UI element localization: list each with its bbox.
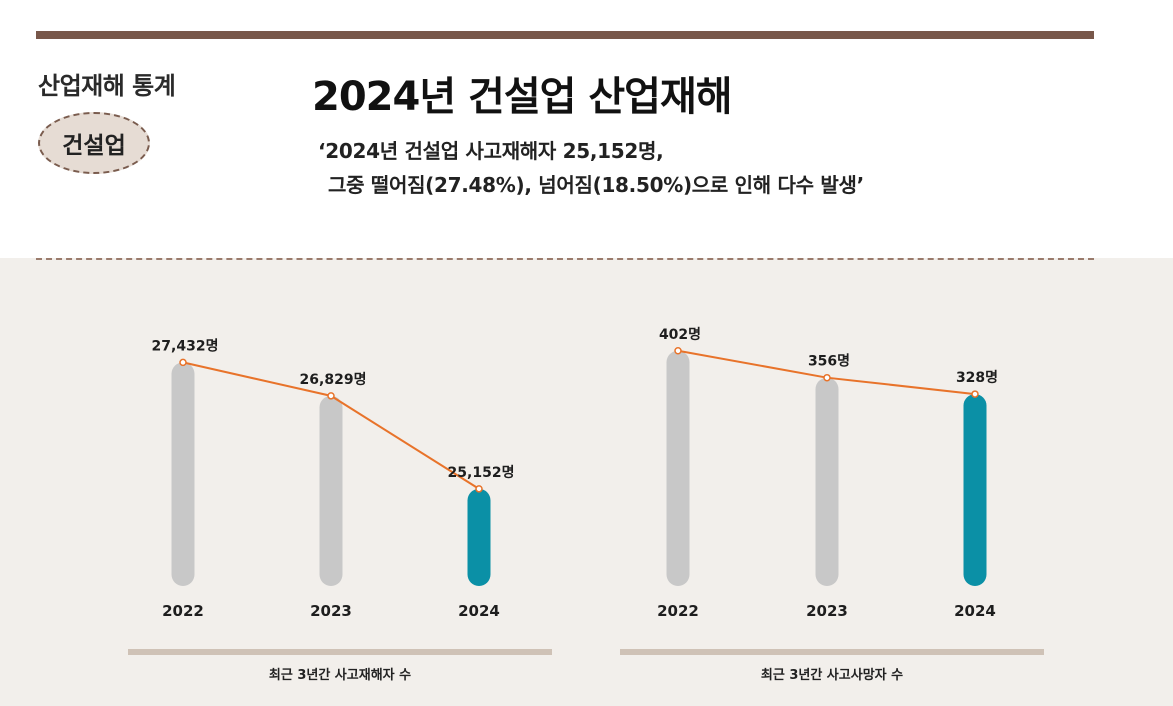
subtitle-line-2: 그중 떨어짐(27.48%), 넘어짐(18.50%)으로 인해 다수 발생’	[328, 173, 864, 197]
point-2023	[327, 392, 335, 400]
category-label-2022: 2022	[162, 602, 204, 620]
value-label-2023: 26,829명	[300, 371, 367, 388]
category-label-2023: 2023	[806, 602, 848, 620]
bar-2022	[171, 362, 195, 586]
page-title: 2024년 건설업 산업재해	[312, 74, 733, 120]
dashed-divider	[36, 258, 1094, 260]
top-rule	[36, 31, 1094, 39]
caption-bar-accident-victims	[128, 649, 552, 655]
value-label-2024: 328명	[956, 369, 998, 386]
section-label: 산업재해 통계	[38, 72, 176, 100]
point-2024	[971, 390, 979, 398]
category-label-2024: 2024	[954, 602, 996, 620]
point-2022	[674, 347, 682, 355]
bar-2024	[467, 488, 491, 586]
caption-accident-victims: 최근 3년간 사고재해자 수	[268, 668, 412, 683]
chart-accident-victims: 27,432명 2022 26,829명 2023 25,152명 2024	[152, 337, 515, 620]
point-2023	[823, 373, 831, 382]
value-label-2023: 356명	[808, 353, 850, 370]
category-label-2023: 2023	[310, 602, 352, 620]
caption-fatalities: 최근 3년간 사고사망자 수	[760, 668, 904, 683]
value-label-2022: 27,432명	[152, 337, 219, 354]
caption-bar-fatalities	[620, 649, 1044, 655]
bar-2022	[666, 350, 690, 586]
category-label-2022: 2022	[657, 602, 699, 620]
value-label-2024: 25,152명	[448, 464, 515, 481]
bar-2023	[319, 395, 343, 586]
industry-badge: 건설업	[38, 112, 150, 174]
category-label-2024: 2024	[458, 602, 500, 620]
bar-2023	[815, 377, 839, 586]
point-2024	[475, 485, 483, 493]
bar-2024	[963, 394, 987, 586]
value-label-2022: 402명	[659, 326, 701, 343]
chart-fatalities: 402명 2022 356명 2023 328명 2024	[657, 326, 998, 620]
point-2022	[179, 358, 187, 367]
subtitle: ‘2024년 건설업 사고재해자 25,152명, 그중 떨어짐(27.48%)…	[318, 134, 864, 202]
subtitle-line-1: ‘2024년 건설업 사고재해자 25,152명,	[318, 139, 664, 163]
